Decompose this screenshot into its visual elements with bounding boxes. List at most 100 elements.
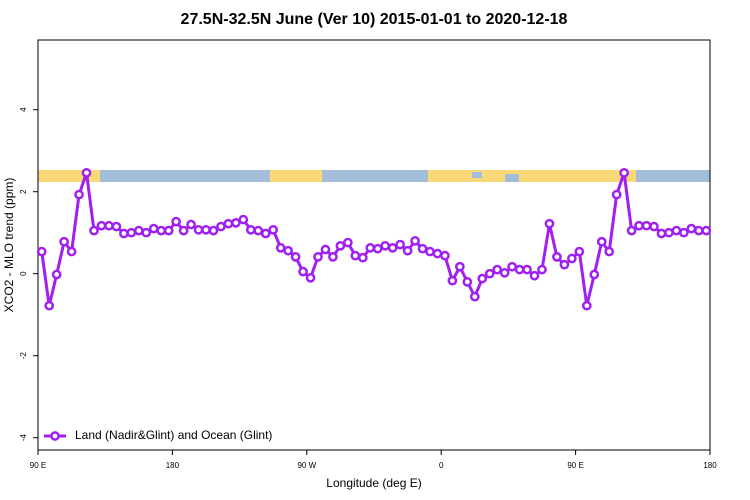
point xyxy=(574,246,585,257)
point xyxy=(507,261,517,272)
point xyxy=(313,252,323,262)
point xyxy=(193,224,204,235)
point xyxy=(126,227,137,238)
point xyxy=(537,264,547,275)
point xyxy=(238,214,249,225)
point xyxy=(425,246,435,257)
point xyxy=(611,189,622,200)
ocean-band xyxy=(472,172,482,178)
point xyxy=(686,223,697,234)
ocean-band xyxy=(322,170,428,182)
point xyxy=(596,236,607,247)
x-tick-label: 90 E xyxy=(30,461,46,470)
point xyxy=(634,220,644,231)
point xyxy=(477,273,488,284)
point xyxy=(208,225,219,236)
point xyxy=(350,250,361,261)
point xyxy=(335,240,346,251)
point xyxy=(514,264,525,275)
point xyxy=(440,250,450,261)
point xyxy=(581,300,592,311)
point xyxy=(402,245,413,256)
point xyxy=(492,264,503,275)
point xyxy=(163,225,174,236)
point xyxy=(245,224,256,235)
point xyxy=(522,264,532,275)
x-tick-label: 180 xyxy=(703,461,717,470)
point xyxy=(44,300,55,311)
land-ocean-strip xyxy=(38,170,710,182)
point xyxy=(171,216,181,227)
point xyxy=(111,221,122,232)
point xyxy=(216,221,226,232)
point xyxy=(469,291,480,302)
point xyxy=(649,221,659,232)
point xyxy=(701,225,712,236)
point xyxy=(626,225,637,236)
y-tick-label: 2 xyxy=(19,189,28,194)
point xyxy=(133,225,144,236)
point xyxy=(552,252,562,262)
point xyxy=(66,246,77,257)
point xyxy=(589,269,600,280)
point xyxy=(320,244,331,255)
point xyxy=(51,269,62,280)
point xyxy=(447,275,458,286)
point xyxy=(380,240,391,251)
point xyxy=(260,228,271,239)
legend-label: Land (Nadir&Glint) and Ocean (Glint) xyxy=(75,428,272,442)
point xyxy=(74,189,84,200)
point xyxy=(395,239,405,250)
point xyxy=(679,227,689,238)
point xyxy=(283,245,293,256)
y-tick-label: 0 xyxy=(19,271,28,276)
point xyxy=(104,220,114,231)
point xyxy=(148,223,159,234)
point xyxy=(178,225,189,236)
point xyxy=(619,167,629,178)
ocean-band xyxy=(636,170,710,182)
series-line xyxy=(40,172,707,307)
chart-title: 27.5N-32.5N June (Ver 10) 2015-01-01 to … xyxy=(181,11,568,28)
point xyxy=(559,259,570,270)
point xyxy=(693,225,704,236)
point xyxy=(201,224,211,235)
point xyxy=(462,277,473,287)
point xyxy=(231,218,241,228)
point xyxy=(417,243,428,254)
point xyxy=(484,268,495,279)
point xyxy=(298,266,308,277)
y-tick-label: -4 xyxy=(19,434,28,442)
point xyxy=(432,248,443,259)
point xyxy=(36,246,47,257)
point xyxy=(96,220,107,231)
point xyxy=(455,261,465,272)
point xyxy=(671,225,682,236)
point xyxy=(365,243,376,253)
point xyxy=(268,224,279,235)
point xyxy=(664,227,674,238)
point xyxy=(357,252,368,263)
point xyxy=(119,228,129,239)
point xyxy=(305,272,316,283)
y-tick-label: -2 xyxy=(19,352,28,360)
point xyxy=(59,236,69,247)
point xyxy=(343,237,353,248)
point xyxy=(253,225,264,236)
point xyxy=(567,253,577,264)
point xyxy=(186,219,196,230)
land-band xyxy=(428,170,636,182)
point xyxy=(275,243,286,253)
x-tick-label: 0 xyxy=(439,461,444,470)
legend-marker xyxy=(50,431,60,441)
plot-frame xyxy=(37,39,711,451)
point xyxy=(499,268,510,278)
land-band xyxy=(270,170,322,182)
y-tick-label: 4 xyxy=(19,107,28,112)
point xyxy=(81,167,92,178)
ocean-band xyxy=(505,174,519,182)
x-axis-label: Longitude (deg E) xyxy=(326,476,421,490)
point xyxy=(372,243,383,254)
point xyxy=(328,252,338,262)
